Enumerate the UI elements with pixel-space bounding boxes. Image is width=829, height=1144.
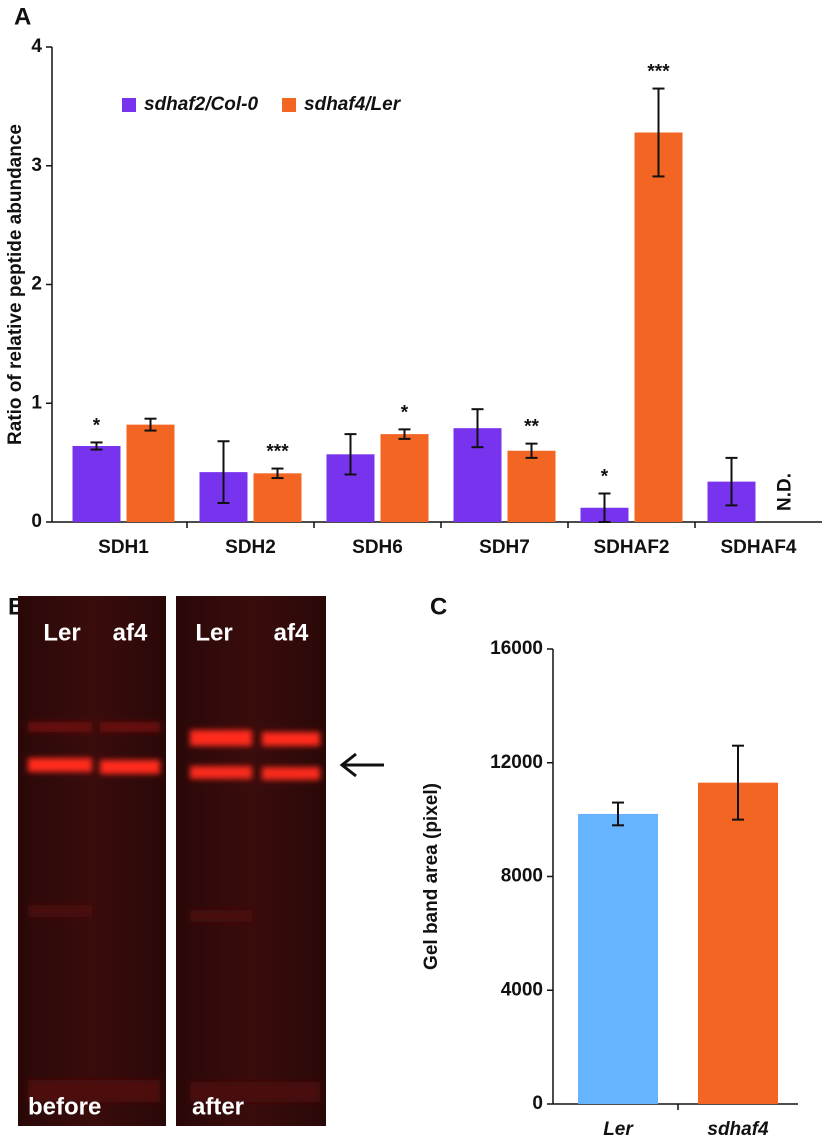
annotation: * bbox=[601, 467, 609, 488]
legend-swatch bbox=[122, 98, 136, 112]
error-bar bbox=[471, 408, 484, 449]
y-tick-label: 2 bbox=[31, 274, 42, 295]
legend-swatch bbox=[282, 98, 297, 112]
gel-panel bbox=[176, 596, 326, 1126]
x-tick-label: sdhaf4 bbox=[707, 1119, 769, 1140]
lane-label: af4 bbox=[113, 619, 148, 646]
lane-label: Ler bbox=[195, 619, 232, 646]
error-bar bbox=[525, 442, 538, 459]
y-tick-label: 16000 bbox=[490, 638, 543, 659]
y-tick-label: 4000 bbox=[501, 979, 543, 1000]
error-bar bbox=[732, 744, 744, 821]
bar bbox=[253, 473, 302, 522]
y-tick-label: 8000 bbox=[501, 866, 543, 887]
gel-panel bbox=[18, 596, 166, 1126]
error-bar bbox=[598, 492, 611, 523]
y-tick-label: 3 bbox=[31, 155, 42, 176]
error-bar bbox=[217, 440, 230, 504]
legend-label: sdhaf4/Ler bbox=[304, 94, 402, 115]
error-bar bbox=[344, 433, 357, 476]
y-axis-label: Ratio of relative peptide abundance bbox=[5, 124, 26, 445]
error-bar bbox=[725, 456, 738, 507]
bar bbox=[507, 450, 556, 522]
x-tick-label: SDH6 bbox=[352, 537, 403, 558]
annotation: *** bbox=[266, 442, 289, 463]
y-axis-label: Gel band area (pixel) bbox=[421, 783, 442, 970]
x-tick-label: SDH1 bbox=[98, 537, 149, 558]
arrow bbox=[339, 752, 384, 778]
annotation: * bbox=[401, 402, 409, 423]
x-tick-label: SDHAF2 bbox=[593, 537, 669, 558]
y-tick-label: 1 bbox=[31, 392, 42, 413]
error-bar bbox=[398, 428, 411, 440]
error-bar bbox=[90, 441, 103, 451]
error-bar bbox=[271, 467, 284, 480]
bar bbox=[72, 446, 121, 522]
error-bar bbox=[612, 801, 624, 827]
lane-label: Ler bbox=[43, 619, 80, 646]
y-tick-label: 4 bbox=[31, 36, 42, 57]
x-tick-label: SDHAF4 bbox=[720, 537, 796, 558]
y-tick-label: 0 bbox=[532, 1093, 543, 1114]
bar bbox=[126, 424, 175, 522]
annotation: ** bbox=[524, 417, 539, 438]
x-tick-label: Ler bbox=[603, 1119, 634, 1140]
gel-image: Ler af4 Ler af4 before after bbox=[18, 596, 384, 1126]
x-tick-label: SDH2 bbox=[225, 537, 276, 558]
error-bar bbox=[652, 87, 665, 178]
annotation: * bbox=[93, 415, 101, 436]
gel-caption: before bbox=[28, 1093, 101, 1120]
lane-label: af4 bbox=[274, 619, 309, 646]
bar bbox=[380, 434, 429, 522]
panel-label: A bbox=[14, 3, 31, 30]
legend-label: sdhaf2/Col-0 bbox=[144, 94, 258, 115]
bar bbox=[698, 782, 778, 1104]
gel-caption: after bbox=[192, 1093, 244, 1120]
bar bbox=[578, 813, 658, 1104]
error-bar bbox=[144, 417, 157, 432]
y-tick-label: 0 bbox=[31, 511, 42, 532]
annotation: N.D. bbox=[775, 473, 796, 511]
x-tick-label: SDH7 bbox=[479, 537, 530, 558]
y-tick-label: 12000 bbox=[490, 752, 543, 773]
annotation: *** bbox=[647, 62, 670, 83]
bar bbox=[634, 132, 683, 522]
panel-label: C bbox=[430, 593, 447, 620]
